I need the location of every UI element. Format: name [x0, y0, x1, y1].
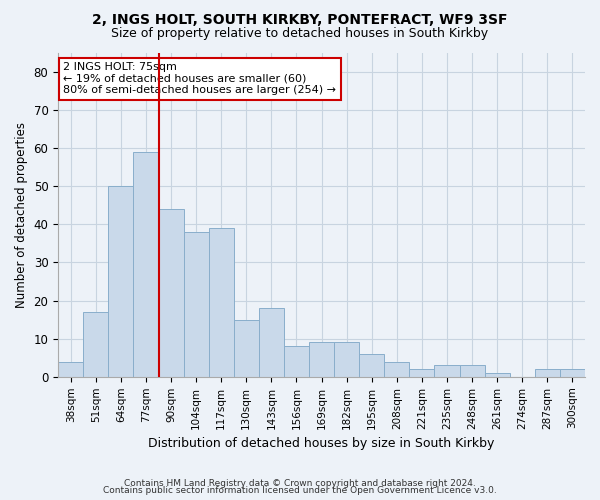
X-axis label: Distribution of detached houses by size in South Kirkby: Distribution of detached houses by size … — [148, 437, 495, 450]
Bar — [284, 346, 309, 377]
Bar — [58, 362, 83, 377]
Bar — [560, 369, 585, 377]
Text: Contains HM Land Registry data © Crown copyright and database right 2024.: Contains HM Land Registry data © Crown c… — [124, 478, 476, 488]
Text: Size of property relative to detached houses in South Kirkby: Size of property relative to detached ho… — [112, 28, 488, 40]
Bar — [234, 320, 259, 377]
Bar — [184, 232, 209, 377]
Bar — [460, 366, 485, 377]
Bar — [535, 369, 560, 377]
Text: Contains public sector information licensed under the Open Government Licence v3: Contains public sector information licen… — [103, 486, 497, 495]
Y-axis label: Number of detached properties: Number of detached properties — [15, 122, 28, 308]
Text: 2, INGS HOLT, SOUTH KIRKBY, PONTEFRACT, WF9 3SF: 2, INGS HOLT, SOUTH KIRKBY, PONTEFRACT, … — [92, 12, 508, 26]
Bar — [83, 312, 109, 377]
Bar — [158, 209, 184, 377]
Bar — [409, 369, 434, 377]
Bar — [434, 366, 460, 377]
Bar — [334, 342, 359, 377]
Bar — [384, 362, 409, 377]
Bar — [485, 373, 510, 377]
Bar — [109, 186, 133, 377]
Bar — [259, 308, 284, 377]
Bar — [133, 152, 158, 377]
Text: 2 INGS HOLT: 75sqm
← 19% of detached houses are smaller (60)
80% of semi-detache: 2 INGS HOLT: 75sqm ← 19% of detached hou… — [64, 62, 337, 96]
Bar — [209, 228, 234, 377]
Bar — [309, 342, 334, 377]
Bar — [359, 354, 384, 377]
